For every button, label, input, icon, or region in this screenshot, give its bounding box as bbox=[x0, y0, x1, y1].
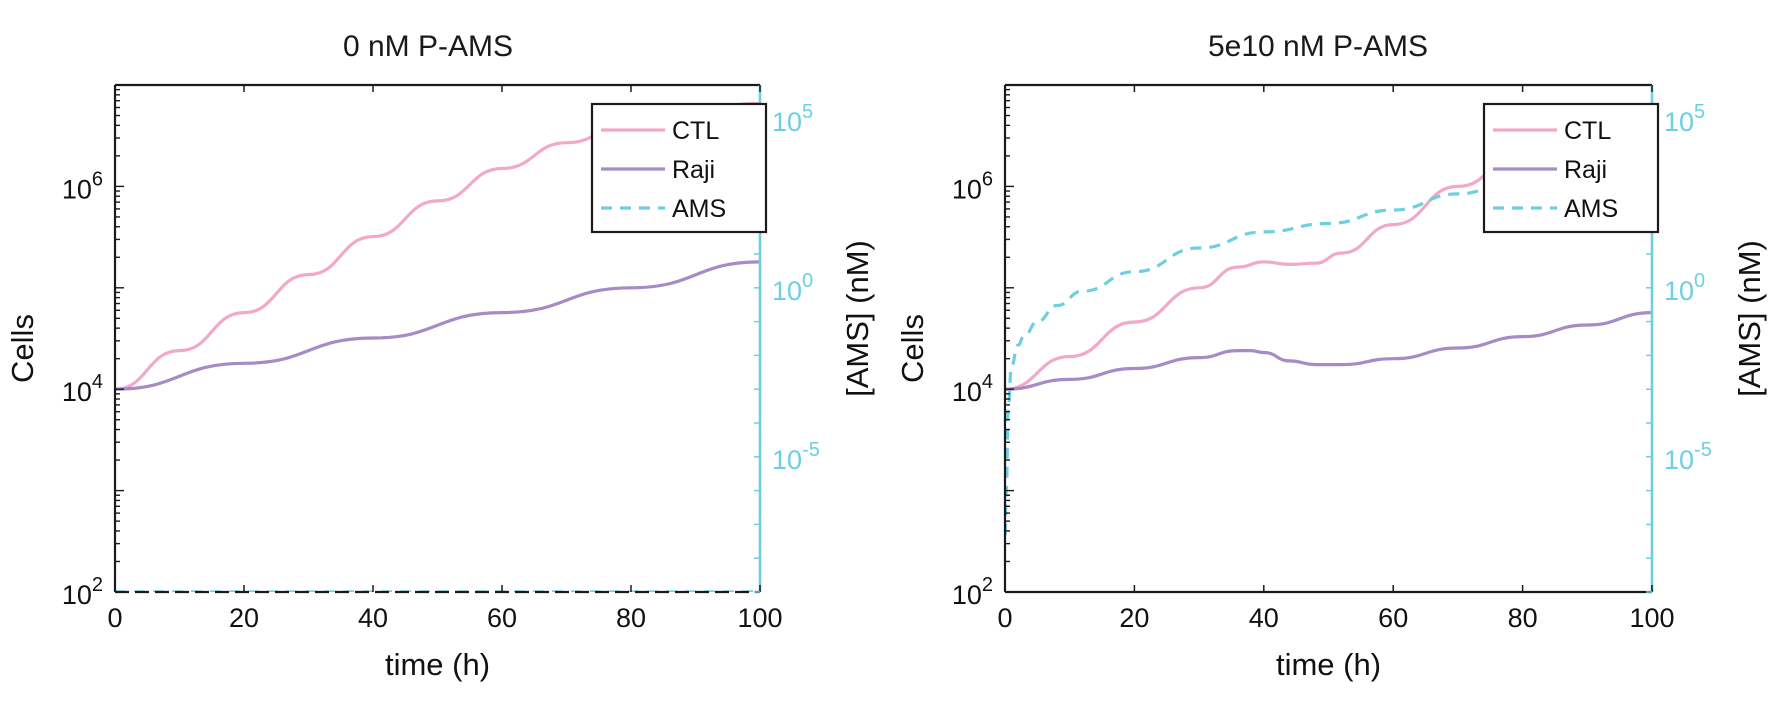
y-tick-label: 106 bbox=[62, 168, 103, 204]
y-tick-label: 104 bbox=[952, 371, 993, 407]
x-tick-label: 100 bbox=[737, 603, 782, 633]
chart-panel-left: 0 nM P-AMS 0 20 40 60 80 100 102 104 106 10-5 100 10… bbox=[5, 30, 875, 682]
legend: CTL Raji AMS bbox=[590, 102, 768, 234]
y-tick-label: 102 bbox=[62, 574, 103, 610]
chart-panel-right: 5e10 nM P-AMS 0 20 40 60 80 100 102 104 106 10-5 10… bbox=[895, 30, 1767, 682]
series-line-raji bbox=[1005, 311, 1652, 391]
x-tick-label: 80 bbox=[1508, 603, 1538, 633]
legend-label-raji: Raji bbox=[1564, 156, 1607, 184]
legend-label-ams: AMS bbox=[1564, 195, 1618, 223]
series-line-ams bbox=[1005, 154, 1652, 537]
legend-label-ams: AMS bbox=[672, 195, 726, 223]
y2-tick-label: 100 bbox=[772, 270, 813, 306]
y-tick-label: 102 bbox=[952, 574, 993, 610]
y2-tick-label: 105 bbox=[772, 101, 813, 137]
series-line-raji bbox=[115, 260, 760, 391]
x-tick-label: 60 bbox=[1378, 603, 1408, 633]
x-tick-label: 20 bbox=[1119, 603, 1149, 633]
x-tick-label: 40 bbox=[358, 603, 388, 633]
x-tick-label: 80 bbox=[616, 603, 646, 633]
legend-label-raji: Raji bbox=[672, 156, 715, 184]
chart-title: 0 nM P-AMS bbox=[343, 30, 513, 63]
y2-axis-label: [AMS] (nM) bbox=[1732, 240, 1767, 397]
y2-tick-label: 105 bbox=[1664, 101, 1705, 137]
x-tick-label: 40 bbox=[1249, 603, 1279, 633]
y2-tick-label: 10-5 bbox=[1664, 439, 1712, 475]
x-tick-label: 100 bbox=[1629, 603, 1674, 633]
x-tick-label: 60 bbox=[487, 603, 517, 633]
x-tick-label: 0 bbox=[107, 603, 122, 633]
y-axis-label: Cells bbox=[895, 314, 930, 383]
y-tick-label: 104 bbox=[62, 371, 103, 407]
x-axis-label: time (h) bbox=[1276, 647, 1381, 682]
y-tick-label: 106 bbox=[952, 168, 993, 204]
legend-label-ctl: CTL bbox=[672, 117, 719, 145]
y-axis-label: Cells bbox=[5, 314, 40, 383]
legend: CTL Raji AMS bbox=[1482, 102, 1660, 234]
y2-tick-label: 10-5 bbox=[772, 439, 820, 475]
x-axis-label: time (h) bbox=[385, 647, 490, 682]
chart-title: 5e10 nM P-AMS bbox=[1208, 30, 1428, 63]
y2-axis-label: [AMS] (nM) bbox=[840, 240, 875, 397]
x-tick-label: 0 bbox=[997, 603, 1012, 633]
x-tick-label: 20 bbox=[229, 603, 259, 633]
legend-label-ctl: CTL bbox=[1564, 117, 1611, 145]
y2-tick-label: 100 bbox=[1664, 270, 1705, 306]
